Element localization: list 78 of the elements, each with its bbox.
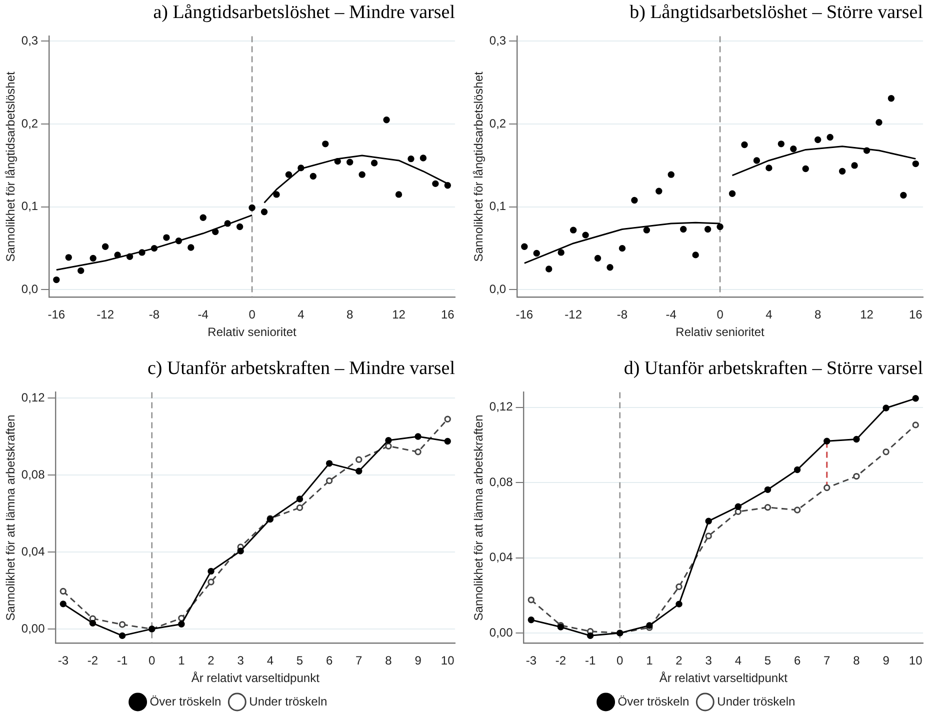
x-tick-label: -12 bbox=[96, 308, 114, 322]
x-tick-label: 5 bbox=[296, 654, 304, 668]
y-axis-title: Sannolikhet för långtidsarbetslöshet bbox=[4, 70, 18, 262]
y-tick-label: 0,12 bbox=[21, 390, 46, 404]
x-tick-label: -4 bbox=[666, 308, 677, 322]
x-tick-label: 10 bbox=[908, 654, 923, 668]
x-tick-label: -2 bbox=[555, 654, 566, 668]
x-axis-title: Relativ senioritet bbox=[208, 325, 298, 340]
x-tick-label: -12 bbox=[564, 308, 582, 322]
x-tick-label: 7 bbox=[824, 654, 831, 668]
y-axis-title: Sannolikhet för att lämna arbetskraften bbox=[4, 414, 18, 621]
x-tick-label: 8 bbox=[853, 654, 860, 668]
x-tick-label: 10 bbox=[440, 654, 455, 668]
x-axis-title: År relativt varseltidpunkt bbox=[659, 671, 788, 686]
x-tick-label: -1 bbox=[116, 654, 128, 668]
y-tick-label: 0,08 bbox=[21, 467, 46, 482]
x-tick-label: -3 bbox=[58, 654, 69, 668]
legend-label: Under tröskeln bbox=[249, 694, 328, 708]
y-tick-label: 0,2 bbox=[489, 116, 506, 130]
x-tick-label: 6 bbox=[326, 654, 333, 668]
legend-label: Över tröskeln bbox=[618, 694, 690, 708]
x-tick-label: -16 bbox=[516, 308, 534, 322]
chart-title: c) Utanför arbetskraften – Mindre varsel bbox=[146, 357, 456, 381]
y-tick-label: 0,00 bbox=[489, 625, 514, 640]
x-tick-label: -4 bbox=[198, 308, 209, 322]
y-tick-label: 0,1 bbox=[21, 199, 38, 214]
y-axis-title: Sannolikhet för att lämna arbetskraften bbox=[472, 414, 486, 621]
x-tick-label: 8 bbox=[346, 308, 354, 322]
x-tick-label: -16 bbox=[48, 308, 66, 322]
x-tick-label: 2 bbox=[208, 654, 215, 668]
y-tick-label: 0,0 bbox=[21, 282, 38, 296]
chart-title: d) Utanför arbetskraften – Större varsel bbox=[622, 357, 924, 381]
y-tick-label: 0,12 bbox=[489, 400, 514, 414]
y-tick-label: 0,3 bbox=[21, 33, 38, 48]
x-tick-label: 8 bbox=[814, 308, 822, 322]
x-tick-label: -2 bbox=[87, 654, 98, 668]
x-tick-label: 12 bbox=[860, 308, 874, 322]
y-tick-label: 0,1 bbox=[489, 199, 506, 214]
x-tick-label: 3 bbox=[705, 654, 712, 668]
x-tick-label: 1 bbox=[646, 654, 654, 668]
x-tick-label: 4 bbox=[734, 654, 742, 668]
x-tick-label: 4 bbox=[766, 308, 773, 322]
x-tick-label: 0 bbox=[248, 308, 256, 322]
chart-title: a) Långtidsarbetslöshet – Mindre varsel bbox=[152, 1, 456, 25]
y-tick-label: 0,08 bbox=[489, 474, 514, 489]
x-tick-label: -3 bbox=[526, 654, 537, 668]
x-axis-title: År relativt varseltidpunkt bbox=[191, 671, 320, 686]
x-tick-label: 0 bbox=[148, 654, 156, 668]
x-tick-label: 16 bbox=[908, 308, 923, 322]
x-tick-label: 0 bbox=[716, 308, 724, 322]
x-tick-label: 7 bbox=[356, 654, 363, 668]
x-tick-label: -8 bbox=[148, 308, 160, 322]
x-tick-label: 9 bbox=[882, 654, 890, 668]
x-tick-label: 4 bbox=[266, 654, 274, 668]
x-tick-label: 2 bbox=[676, 654, 683, 668]
x-tick-label: 6 bbox=[794, 654, 801, 668]
x-tick-label: 16 bbox=[440, 308, 455, 322]
y-tick-label: 0,04 bbox=[21, 544, 46, 558]
x-tick-label: 1 bbox=[178, 654, 186, 668]
y-tick-label: 0,04 bbox=[489, 550, 514, 564]
y-tick-label: 0,3 bbox=[489, 33, 506, 48]
legend-label: Under tröskeln bbox=[717, 694, 796, 708]
x-axis-title: Relativ senioritet bbox=[676, 325, 766, 340]
y-axis-title: Sannolikhet för långtidsarbetslöshet bbox=[472, 70, 486, 262]
x-tick-label: 0 bbox=[616, 654, 624, 668]
y-tick-label: 0,2 bbox=[21, 116, 38, 130]
y-tick-label: 0,0 bbox=[489, 282, 506, 296]
x-tick-label: -1 bbox=[584, 654, 596, 668]
y-tick-label: 0,00 bbox=[21, 621, 46, 636]
x-tick-label: 8 bbox=[385, 654, 392, 668]
x-tick-label: 5 bbox=[764, 654, 772, 668]
x-tick-label: 4 bbox=[298, 308, 305, 322]
x-tick-label: -8 bbox=[616, 308, 628, 322]
x-tick-label: 3 bbox=[237, 654, 244, 668]
legend-label: Över tröskeln bbox=[150, 694, 222, 708]
x-tick-label: 12 bbox=[392, 308, 406, 322]
chart-title: b) Långtidsarbetslöshet – Större varsel bbox=[628, 1, 924, 25]
x-tick-label: 9 bbox=[414, 654, 422, 668]
